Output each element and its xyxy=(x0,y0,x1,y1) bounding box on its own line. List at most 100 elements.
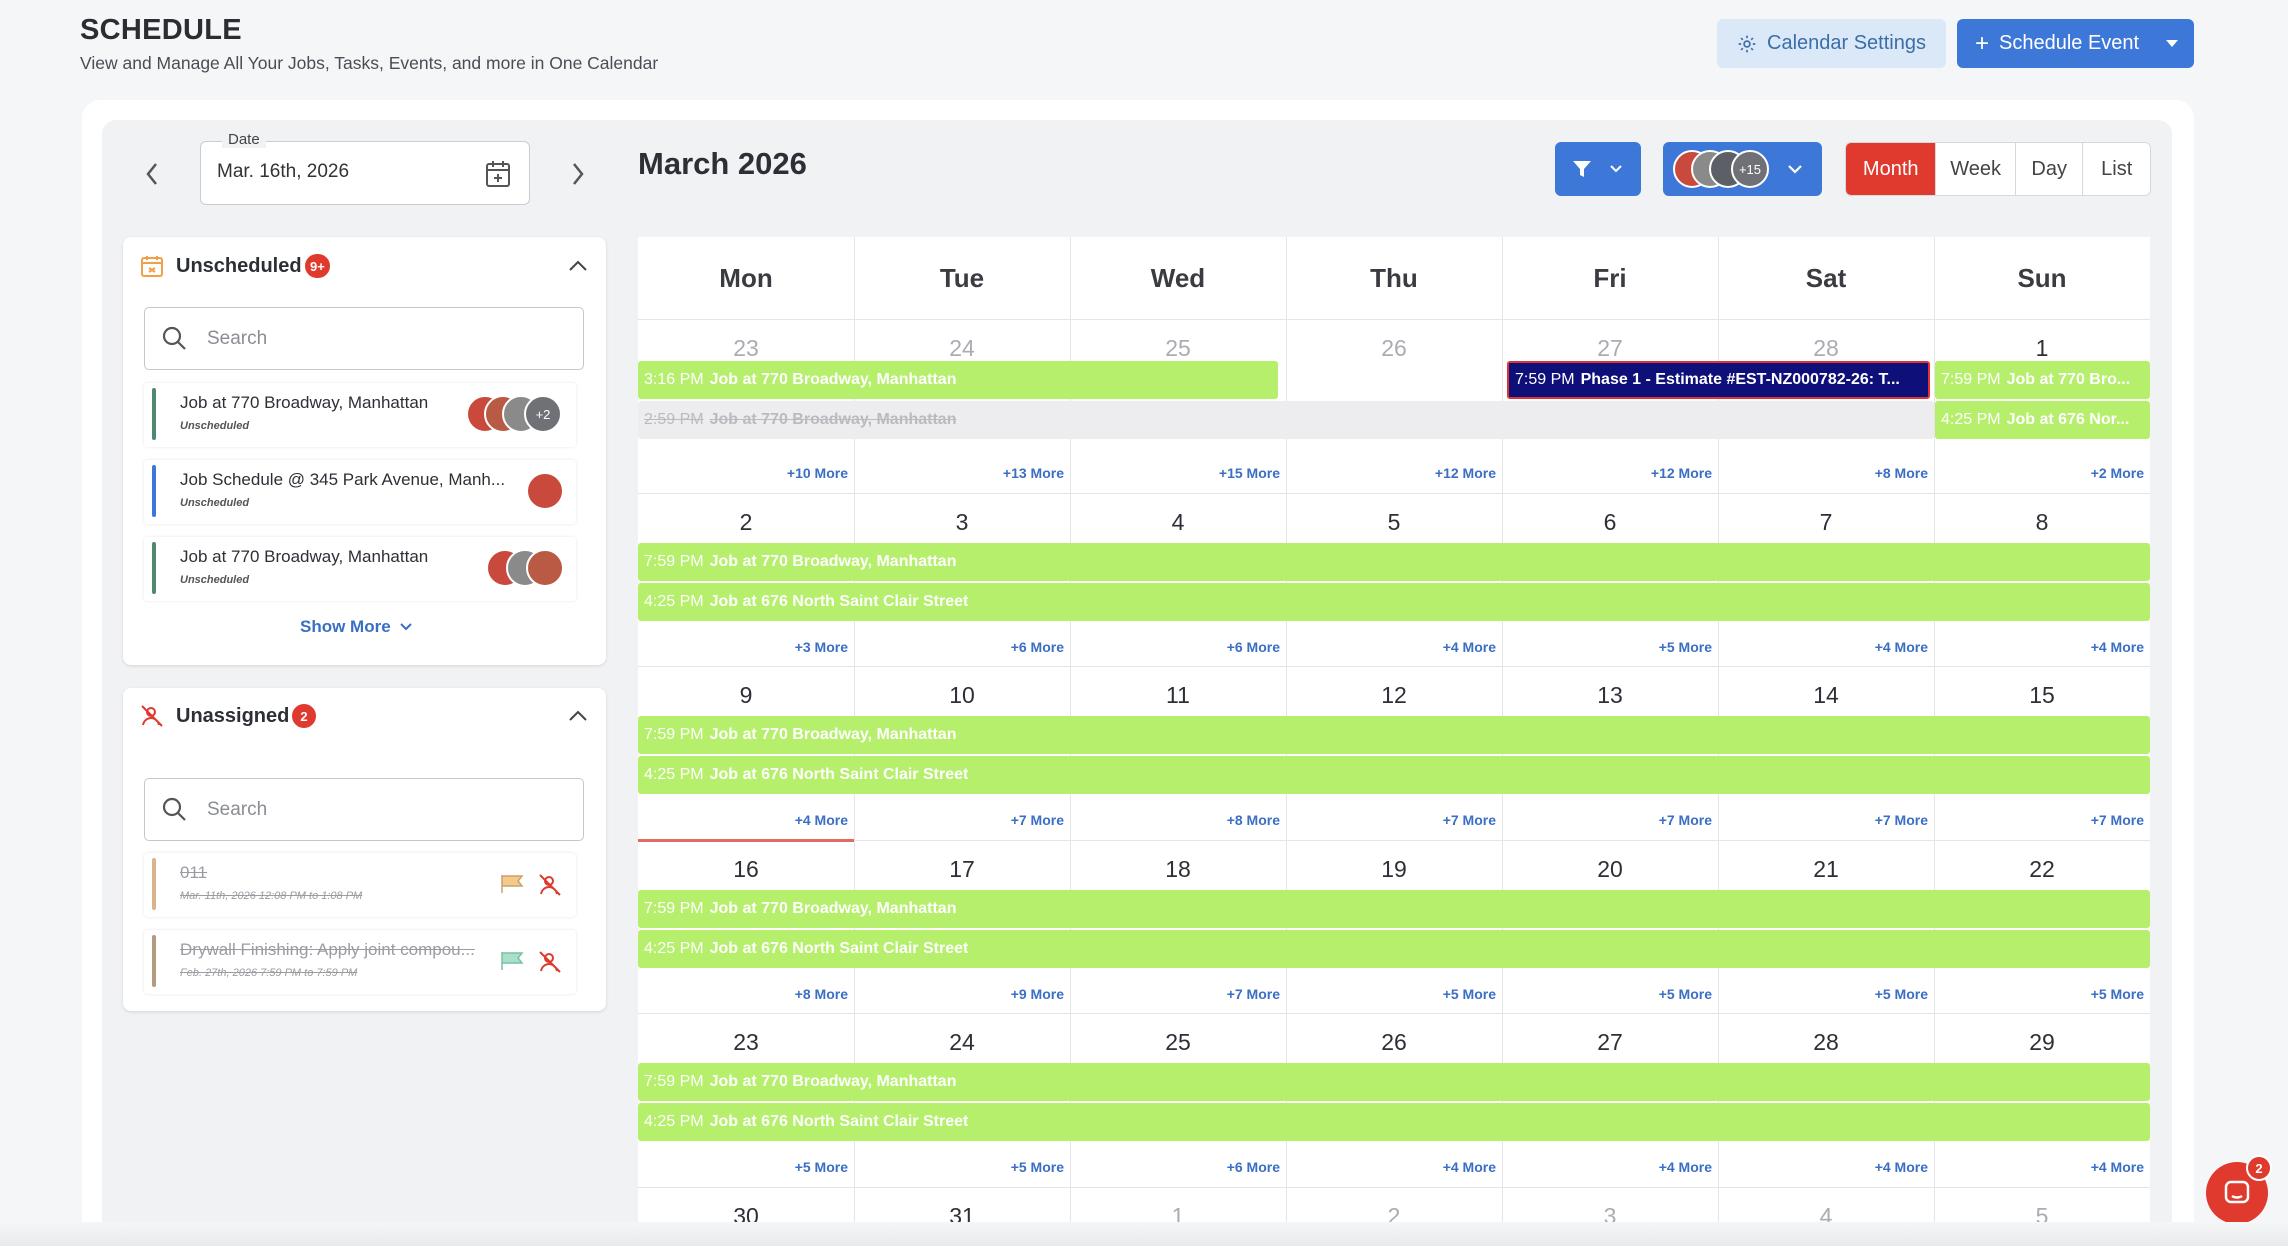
more-events-link[interactable]: +7 More xyxy=(1442,812,1496,828)
calendar-event[interactable]: 4:25 PM Job at 676 North Saint Clair Stre… xyxy=(638,756,2150,794)
day-number[interactable]: 24 xyxy=(949,335,975,361)
day-number[interactable]: 20 xyxy=(1597,855,1623,882)
more-events-link[interactable]: +8 More xyxy=(1874,465,1928,481)
calendar-event[interactable]: 7:59 PM Job at 770 Broadway, Manhattan xyxy=(638,889,2150,928)
day-number[interactable]: 29 xyxy=(2029,1029,2055,1055)
more-events-link[interactable]: +15 More xyxy=(1218,465,1280,481)
unscheduled-job-item[interactable]: Job at 770 Broadway, Manhattan Unschedul… xyxy=(144,537,576,601)
day-number[interactable]: 21 xyxy=(1813,855,1839,882)
more-events-link[interactable]: +7 More xyxy=(2090,812,2144,828)
next-arrow-icon[interactable] xyxy=(563,159,593,189)
more-events-link[interactable]: +6 More xyxy=(1226,1159,1280,1175)
users-filter-button[interactable]: +15 xyxy=(1663,142,1822,196)
day-number[interactable]: 15 xyxy=(2029,682,2055,708)
day-number[interactable]: 24 xyxy=(949,1029,975,1055)
day-number[interactable]: 3 xyxy=(955,508,969,535)
chevron-up-icon[interactable] xyxy=(568,708,588,722)
calendar-icon[interactable] xyxy=(485,160,511,188)
day-number[interactable]: 10 xyxy=(949,682,975,708)
more-events-link[interactable]: +5 More xyxy=(1658,985,1712,1002)
unscheduled-search-input[interactable]: Search xyxy=(144,307,584,370)
day-number[interactable]: 26 xyxy=(1381,335,1407,361)
day-number[interactable]: 28 xyxy=(1813,1029,1839,1055)
unassigned-task-item[interactable]: 011 Mar. 11th, 2026 12:08 PM to 1:08 PM xyxy=(144,853,576,917)
chevron-down-icon[interactable] xyxy=(2166,40,2178,47)
day-number[interactable]: 23 xyxy=(733,335,759,361)
calendar-event[interactable]: 7:59 PM Phase 1 - Estimate #EST-NZ000782-… xyxy=(1507,361,1930,399)
day-number[interactable]: 22 xyxy=(2029,855,2055,882)
calendar-event[interactable]: 4:25 PM Job at 676 North Saint Clair Stre… xyxy=(638,929,2150,968)
view-week-button[interactable]: Week xyxy=(1936,143,2016,195)
more-events-link[interactable]: +7 More xyxy=(1874,812,1928,828)
more-events-link[interactable]: +4 More xyxy=(2090,638,2144,655)
day-number[interactable]: 25 xyxy=(1165,335,1191,361)
more-events-link[interactable]: +12 More xyxy=(1650,465,1712,481)
day-number[interactable]: 2 xyxy=(739,508,753,535)
day-number[interactable]: 12 xyxy=(1381,682,1407,708)
day-number[interactable]: 13 xyxy=(1597,682,1623,708)
more-events-link[interactable]: +10 More xyxy=(786,465,848,481)
calendar-event[interactable]: 7:59 PM Job at 770 Broadway, Manhattan xyxy=(638,1063,2150,1101)
filter-button[interactable] xyxy=(1555,142,1641,196)
calendar-event[interactable]: 7:59 PM Job at 770 Broadway, Manhattan xyxy=(638,716,2150,754)
calendar-event[interactable]: 4:25 PM Job at 676 North Saint Clair Stre… xyxy=(638,1103,2150,1141)
more-events-link[interactable]: +5 More xyxy=(794,1159,848,1175)
unassigned-search-input[interactable]: Search xyxy=(144,778,584,841)
day-number[interactable]: 4 xyxy=(1171,508,1185,535)
more-events-link[interactable]: +4 More xyxy=(2090,1159,2144,1175)
day-number[interactable]: 11 xyxy=(1166,682,1190,708)
user-slash-icon[interactable] xyxy=(537,950,563,974)
day-number[interactable]: 8 xyxy=(2035,508,2049,535)
more-events-link[interactable]: +7 More xyxy=(1658,812,1712,828)
day-number[interactable]: 27 xyxy=(1597,1029,1623,1055)
day-number[interactable]: 9 xyxy=(739,682,753,708)
day-number[interactable]: 16 xyxy=(733,855,759,882)
more-events-link[interactable]: +8 More xyxy=(1226,812,1280,828)
prev-arrow-icon[interactable] xyxy=(137,159,167,189)
view-month-button[interactable]: Month xyxy=(1846,143,1937,195)
more-events-link[interactable]: +7 More xyxy=(1226,985,1280,1002)
unscheduled-job-item[interactable]: Job at 770 Broadway, Manhattan Unschedul… xyxy=(144,383,576,447)
more-events-link[interactable]: +7 More xyxy=(1010,812,1064,828)
calendar-event[interactable]: 7:59 PM Job at 770 Broadway, Manhattan xyxy=(638,542,2150,581)
chevron-up-icon[interactable] xyxy=(568,258,588,272)
schedule-event-button[interactable]: + Schedule Event xyxy=(1957,19,2194,68)
unscheduled-job-item[interactable]: Job Schedule @ 345 Park Avenue, Manh... … xyxy=(144,460,576,524)
calendar-event[interactable]: 3:16 PM Job at 770 Broadway, Manhattan xyxy=(638,361,1278,399)
day-number[interactable]: 5 xyxy=(1387,508,1401,535)
more-events-link[interactable]: +6 More xyxy=(1010,638,1064,655)
calendar-event[interactable]: 4:25 PM Job at 676 North Saint Clair Stre… xyxy=(638,582,2150,621)
more-events-link[interactable]: +5 More xyxy=(1658,638,1712,655)
view-day-button[interactable]: Day xyxy=(2016,143,2084,195)
more-events-link[interactable]: +4 More xyxy=(1442,1159,1496,1175)
day-number[interactable]: 26 xyxy=(1381,1029,1407,1055)
more-events-link[interactable]: +4 More xyxy=(1874,1159,1928,1175)
day-number[interactable]: 18 xyxy=(1165,855,1191,882)
more-events-link[interactable]: +5 More xyxy=(1874,985,1928,1002)
more-events-link[interactable]: +4 More xyxy=(794,812,848,828)
more-events-link[interactable]: +8 More xyxy=(794,985,848,1002)
more-events-link[interactable]: +6 More xyxy=(1226,638,1280,655)
calendar-event[interactable]: 2:59 PM Job at 770 Broadway, Manhattan xyxy=(638,401,1934,439)
calendar-settings-button[interactable]: Calendar Settings xyxy=(1717,19,1946,68)
more-events-link[interactable]: +13 More xyxy=(1002,465,1064,481)
more-events-link[interactable]: +2 More xyxy=(2090,465,2144,481)
more-events-link[interactable]: +4 More xyxy=(1874,638,1928,655)
show-more-link[interactable]: Show More xyxy=(300,617,413,637)
user-slash-icon[interactable] xyxy=(537,873,563,897)
view-list-button[interactable]: List xyxy=(2101,157,2133,180)
day-number[interactable]: 14 xyxy=(1813,682,1839,708)
more-events-link[interactable]: +4 More xyxy=(1658,1159,1712,1175)
more-events-link[interactable]: +12 More xyxy=(1434,465,1496,481)
day-number[interactable]: 25 xyxy=(1165,1029,1191,1055)
day-number[interactable]: 17 xyxy=(949,855,975,882)
date-picker[interactable] xyxy=(200,141,530,205)
day-number[interactable]: 27 xyxy=(1597,335,1623,361)
more-events-link[interactable]: +9 More xyxy=(1010,985,1064,1002)
day-number[interactable]: 6 xyxy=(1603,508,1617,535)
calendar-event[interactable]: 4:25 PM Job at 676 Nor... xyxy=(1935,401,2150,439)
calendar-event[interactable]: 7:59 PM Job at 770 Bro... xyxy=(1935,361,2150,399)
day-number[interactable]: 23 xyxy=(733,1029,759,1055)
more-events-link[interactable]: +3 More xyxy=(794,638,848,655)
day-number[interactable]: 1 xyxy=(2035,335,2049,361)
